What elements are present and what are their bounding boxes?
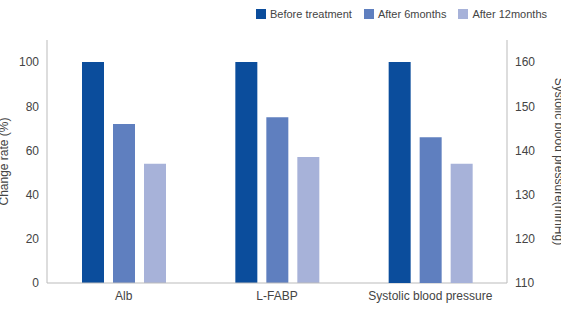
svg-text:160: 160: [515, 55, 535, 69]
svg-text:150: 150: [515, 100, 535, 114]
svg-text:130: 130: [515, 188, 535, 202]
html-text:Before treatment: Before treatment: [270, 8, 352, 20]
html-text:After 6months: After 6months: [377, 8, 447, 20]
svg-text:100: 100: [19, 55, 39, 69]
svg-text:80: 80: [26, 100, 40, 114]
svg-text:0: 0: [32, 276, 39, 290]
svg-text:Systolic blood pressure: Systolic blood pressure: [368, 289, 492, 303]
svg-text:60: 60: [26, 144, 40, 158]
svg-text:Alb: Alb: [115, 289, 133, 303]
svg-text:110: 110: [515, 276, 534, 290]
svg-text:Change rate (%): Change rate (%): [8, 117, 11, 205]
html-text:After 12months: After 12months: [472, 8, 547, 20]
svg-text:20: 20: [26, 232, 40, 246]
svg-text:120: 120: [515, 232, 535, 246]
svg-text:40: 40: [26, 188, 40, 202]
svg-text:Systolic blood pressure(mmHg): Systolic blood pressure(mmHg): [552, 78, 553, 245]
svg-text:140: 140: [515, 144, 535, 158]
svg-text:L-FABP: L-FABP: [256, 289, 297, 303]
